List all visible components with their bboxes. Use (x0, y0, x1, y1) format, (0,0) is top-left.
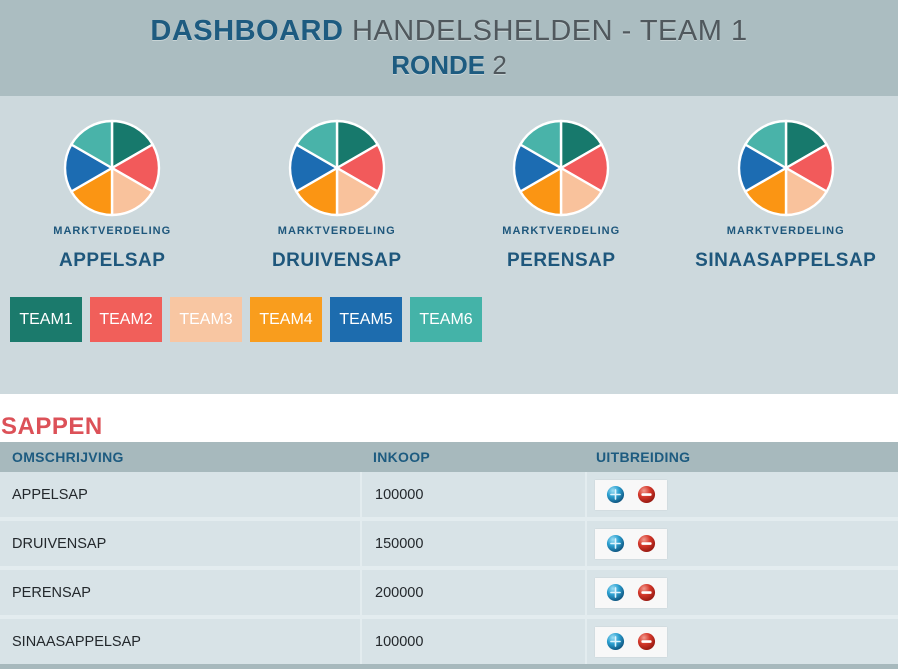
uitbreiding-controls (595, 577, 667, 608)
cell-uitbreiding (587, 521, 898, 566)
decrease-uitbreiding-button[interactable] (637, 583, 656, 602)
table-body: APPELSAP 100000 DRUIVENSAP 150000 PERENSAP 20… (0, 472, 898, 664)
minus-orb-icon (637, 632, 655, 651)
plus-orb-icon (607, 534, 625, 553)
column-header-omschrijving: OMSCHRIJVING (12, 449, 124, 465)
sappen-table: OMSCHRIJVING INKOOP UITBREIDING APPELSAP… (0, 442, 898, 669)
next-section-strip (0, 664, 898, 669)
marktverdeling-pie-chart (737, 119, 834, 217)
decrease-uitbreiding-button[interactable] (637, 485, 656, 504)
section-title-band: SAPPEN (0, 394, 898, 442)
increase-uitbreiding-button[interactable] (606, 583, 625, 602)
page-title-rest: HANDELSHELDEN - TEAM 1 (351, 15, 748, 47)
decrease-uitbreiding-button[interactable] (637, 534, 656, 553)
pie-caption: MARKTVERDELING (53, 225, 172, 237)
cell-omschrijving: APPELSAP (0, 472, 360, 517)
marktverdeling-pie-chart (288, 119, 385, 217)
minus-orb-icon (637, 534, 655, 553)
pie-group-perensap: MARKTVERDELING PERENSAP (449, 118, 674, 272)
pie-product-name: SINAASAPPELSAP (695, 250, 877, 271)
table-row-appelsap: APPELSAP 100000 (0, 472, 898, 517)
increase-uitbreiding-button[interactable] (606, 485, 625, 504)
minus-orb-icon (637, 485, 655, 504)
pie-product-name: APPELSAP (59, 250, 166, 271)
cell-uitbreiding (587, 472, 898, 517)
cell-omschrijving: PERENSAP (0, 570, 360, 615)
pie-product-name: PERENSAP (506, 250, 616, 271)
team-button-team2[interactable]: TEAM2 (90, 297, 162, 342)
pie-product-name: DRUIVENSAP (271, 250, 402, 271)
table-header-row: OMSCHRIJVING INKOOP UITBREIDING (0, 442, 898, 472)
pie-chart-wrap (511, 118, 611, 218)
team-button-team4[interactable]: TEAM4 (250, 297, 322, 342)
round-label: RONDE (391, 50, 486, 80)
marktverdeling-section: MARKTVERDELING APPELSAP MARKTVERDELING DRUI… (0, 96, 898, 394)
pie-caption: MARKTVERDELING (502, 225, 621, 237)
minus-orb-icon (637, 583, 655, 602)
cell-inkoop: 200000 (362, 570, 585, 615)
marktverdeling-pie-chart (513, 119, 610, 217)
cell-inkoop: 100000 (362, 472, 585, 517)
pie-group-druivensap: MARKTVERDELING DRUIVENSAP (225, 118, 450, 272)
team-button-team6[interactable]: TEAM6 (410, 297, 482, 342)
table-row-druivensap: DRUIVENSAP 150000 (0, 521, 898, 566)
pie-charts-row: MARKTVERDELING APPELSAP MARKTVERDELING DRUI… (0, 96, 898, 272)
column-header-inkoop: INKOOP (373, 449, 431, 465)
section-title: SAPPEN (1, 413, 103, 440)
pie-chart-wrap (62, 118, 162, 218)
cell-inkoop: 150000 (362, 521, 585, 566)
uitbreiding-controls (595, 479, 667, 510)
round-subtitle: RONDE 2 (0, 50, 898, 81)
pie-caption: MARKTVERDELING (277, 225, 396, 237)
plus-orb-icon (607, 583, 625, 602)
cell-uitbreiding (587, 570, 898, 615)
page-title: DASHBOARD HANDELSHELDEN - TEAM 1 (0, 15, 898, 48)
decrease-uitbreiding-button[interactable] (637, 632, 656, 651)
team-buttons-row: TEAM1 TEAM2 TEAM3 TEAM4 TEAM5 TEAM6 (0, 297, 898, 342)
team-button-team3[interactable]: TEAM3 (170, 297, 242, 342)
cell-omschrijving: DRUIVENSAP (0, 521, 360, 566)
increase-uitbreiding-button[interactable] (606, 534, 625, 553)
cell-uitbreiding (587, 619, 898, 664)
table-row-sinaasappelsap: SINAASAPPELSAP 100000 (0, 619, 898, 664)
pie-chart-wrap (287, 118, 387, 218)
plus-orb-icon (607, 632, 625, 651)
cell-inkoop: 100000 (362, 619, 585, 664)
pie-group-sinaasappelsap: MARKTVERDELING SINAASAPPELSAP (674, 118, 898, 272)
cell-omschrijving: SINAASAPPELSAP (0, 619, 360, 664)
table-row-perensap: PERENSAP 200000 (0, 570, 898, 615)
increase-uitbreiding-button[interactable] (606, 632, 625, 651)
pie-group-appelsap: MARKTVERDELING APPELSAP (0, 118, 225, 272)
marktverdeling-pie-chart (64, 119, 161, 217)
plus-orb-icon (607, 485, 625, 504)
column-header-uitbreiding: UITBREIDING (596, 449, 691, 465)
pie-chart-wrap (736, 118, 836, 218)
uitbreiding-controls (595, 528, 667, 559)
page-title-accent: DASHBOARD (150, 15, 344, 47)
round-number: 2 (492, 50, 507, 80)
uitbreiding-controls (595, 626, 667, 657)
team-button-team1[interactable]: TEAM1 (10, 297, 82, 342)
header: DASHBOARD HANDELSHELDEN - TEAM 1 RONDE 2 (0, 0, 898, 96)
team-button-team5[interactable]: TEAM5 (330, 297, 402, 342)
pie-caption: MARKTVERDELING (726, 225, 845, 237)
